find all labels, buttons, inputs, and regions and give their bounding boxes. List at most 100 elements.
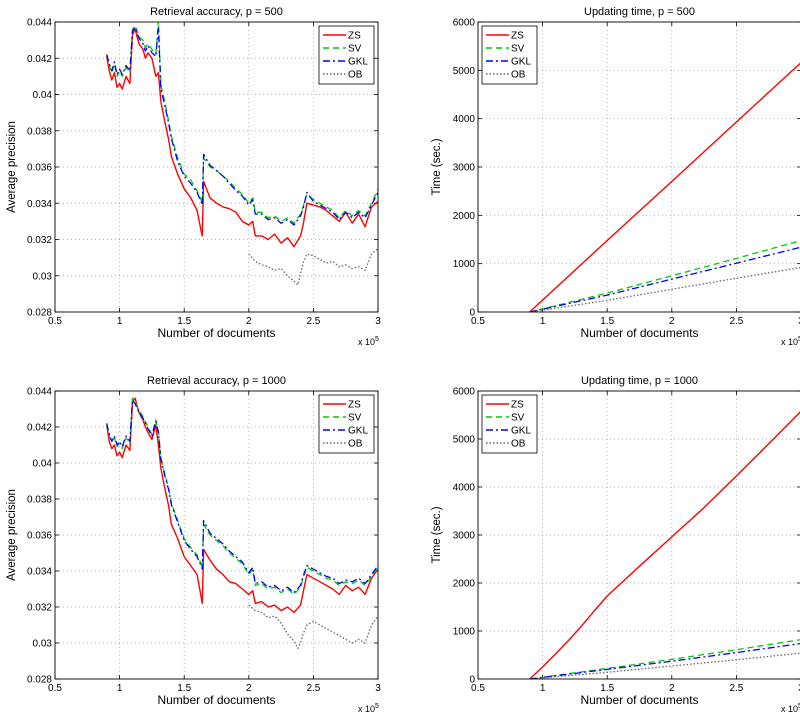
legend-label-gkl: GKL: [348, 426, 368, 437]
y-axis-label: Average precision: [6, 489, 18, 581]
x-tick-label: 0.5: [471, 683, 485, 694]
x-tick-label: 2.5: [729, 683, 743, 694]
y-tick-label: 4000: [453, 114, 476, 125]
chart-title: Retrieval accuracy, p = 1000: [147, 375, 286, 387]
legend-label-zs: ZS: [511, 31, 524, 42]
y-tick-label: 3000: [453, 163, 476, 174]
axes-frame: [54, 390, 379, 680]
axes-frame: [54, 21, 379, 313]
y-tick-label: 4000: [453, 483, 476, 494]
x-tick-label: 0.5: [48, 683, 62, 694]
x-tick-label: 3: [798, 683, 800, 694]
y-axis-label: Average precision: [6, 121, 18, 213]
x-tick-label: 1.5: [177, 316, 191, 327]
y-tick-label: 1000: [453, 259, 476, 270]
x-tick-label: 3: [375, 316, 381, 327]
series-line-sv: [529, 240, 800, 312]
chart-panel-1: 0.5 1 1.5 2 2.5 3 0.028 0.03 0.032 0.034 0.036 0.03…: [6, 6, 381, 347]
y-tick-label: 5000: [453, 435, 476, 446]
chart-title: Retrieval accuracy, p = 500: [150, 6, 283, 18]
y-tick-label: 0.038: [27, 126, 52, 137]
chart-title: Updating time, p = 500: [584, 6, 695, 18]
x-tick-label: 1.5: [177, 683, 191, 694]
x-tick-label: 2: [669, 683, 675, 694]
x-tick-label: 3: [375, 683, 381, 694]
y-tick-label: 0.04: [33, 90, 53, 101]
y-tick-label: 0.044: [27, 387, 52, 398]
series-line-ob: [529, 267, 800, 312]
legend: ZS SV GKL OB: [481, 394, 538, 454]
series-line-zs: [106, 28, 378, 248]
y-tick-label: 0.028: [27, 675, 52, 686]
y-tick-label: 0.032: [27, 235, 52, 246]
y-tick-label: 6000: [453, 387, 476, 398]
series-line-sv: [529, 639, 800, 679]
series-group: [106, 22, 378, 286]
legend: ZS SV GKL OB: [318, 25, 375, 85]
x-tick-label: 1: [540, 683, 546, 694]
y-tick-label: 5000: [453, 66, 476, 77]
y-tick-label: 0.042: [27, 54, 52, 65]
y-tick-label: 3000: [453, 531, 476, 542]
x-axis-label: Number of documents: [157, 693, 275, 707]
y-tick-label: 0.036: [27, 531, 52, 542]
legend-label-gkl: GKL: [511, 57, 531, 68]
legend: ZS SV GKL OB: [481, 25, 538, 85]
chart-title: Updating time, p = 1000: [581, 375, 698, 387]
legend-label-sv: SV: [511, 44, 525, 55]
x-tick-label: 0.5: [48, 316, 62, 327]
legend-label-zs: ZS: [348, 400, 361, 411]
series-group: [106, 397, 378, 650]
x-axis-multiplier: x 105: [781, 336, 800, 347]
y-axis-label: Time (sec.): [431, 506, 443, 563]
series-group: [529, 411, 800, 679]
x-axis-multiplier: x 105: [781, 703, 800, 714]
legend-label-zs: ZS: [348, 31, 361, 42]
y-tick-label: 0.028: [27, 308, 52, 319]
x-tick-label: 2.5: [306, 316, 320, 327]
legend-label-sv: SV: [348, 44, 362, 55]
x-tick-label: 0.5: [471, 316, 485, 327]
y-tick-label: 0.03: [33, 639, 53, 650]
x-tick-label: 1.5: [600, 316, 614, 327]
series-line-zs: [106, 397, 378, 614]
y-tick-label: 0.038: [27, 495, 52, 506]
series-line-zs: [529, 62, 800, 312]
x-tick-label: 2: [246, 316, 252, 327]
y-axis-label: Time (sec.): [431, 138, 443, 195]
chart-panel-4: 0.5 1 1.5 2 2.5 3 0 1000 2000 3000 4000 5000 6000 Upd…: [431, 375, 800, 714]
legend-label-sv: SV: [511, 413, 525, 424]
legend-label-sv: SV: [348, 413, 362, 424]
x-axis-multiplier: x 105: [358, 703, 379, 714]
chart-panel-3: 0.5 1 1.5 2 2.5 3 0.028 0.03 0.032 0.034 0.036 0.03…: [6, 375, 381, 714]
y-tick-label: 0.036: [27, 163, 52, 174]
y-tick-label: 2000: [453, 579, 476, 590]
x-tick-label: 1: [117, 316, 123, 327]
axes-frame: [477, 390, 800, 680]
series-line-gkl: [529, 246, 800, 312]
legend-label-gkl: GKL: [348, 57, 368, 68]
legend: ZS SV GKL OB: [318, 394, 375, 454]
y-tick-label: 0.03: [33, 271, 53, 282]
y-tick-label: 2000: [453, 211, 476, 222]
series-line-gkl: [529, 642, 800, 679]
series-line-gkl: [106, 399, 378, 594]
y-tick-label: 0.042: [27, 423, 52, 434]
y-tick-label: 1000: [453, 627, 476, 638]
series-line-gkl: [106, 26, 378, 226]
chart-panel-2: 0.5 1 1.5 2 2.5 3 0 1000 2000 3000 4000 5000 6000 Upd…: [431, 6, 800, 347]
y-tick-label: 0: [469, 308, 475, 319]
series-group: [529, 62, 800, 312]
y-tick-label: 0.044: [27, 18, 52, 29]
legend-label-ob: OB: [511, 70, 526, 81]
y-tick-label: 0: [469, 675, 475, 686]
legend-label-gkl: GKL: [511, 426, 531, 437]
x-tick-label: 1: [117, 683, 123, 694]
x-tick-label: 2.5: [306, 683, 320, 694]
x-tick-label: 1: [540, 316, 546, 327]
series-line-zs: [529, 411, 800, 679]
y-tick-label: 0.04: [33, 459, 53, 470]
x-tick-label: 2: [246, 683, 252, 694]
x-axis-multiplier: x 105: [358, 336, 379, 347]
